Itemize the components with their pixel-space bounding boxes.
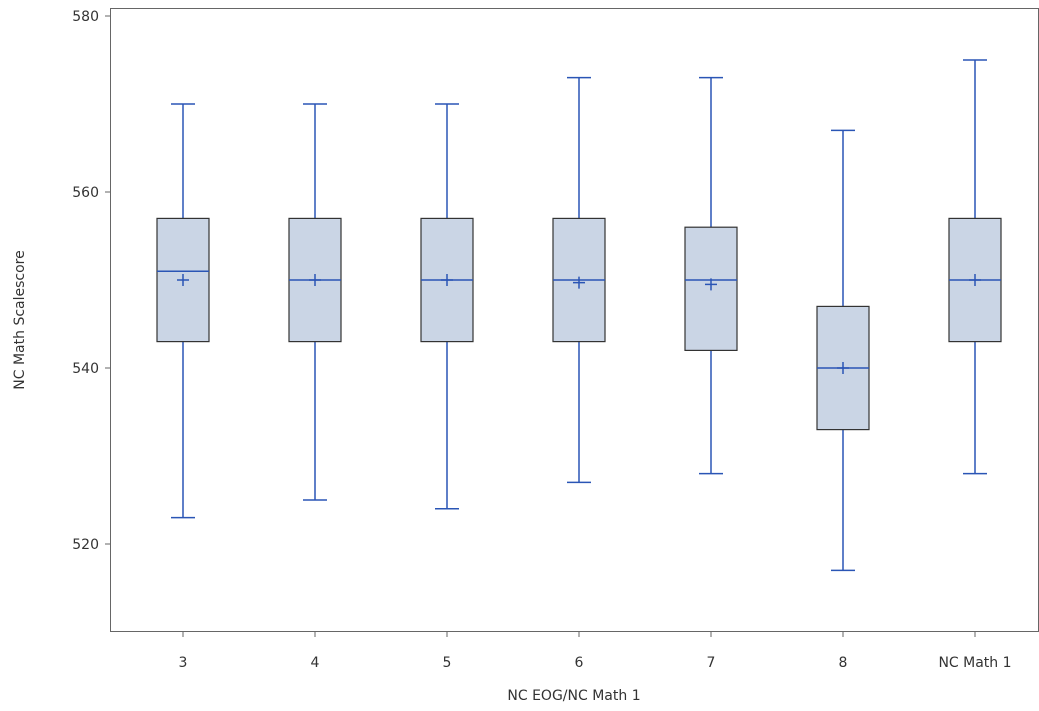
y-axis-title: NC Math Scalescore	[12, 250, 28, 389]
box-group	[684, 76, 738, 475]
x-tick-label: 6	[575, 655, 584, 671]
x-axis: 3 4 5 6 7 8 NC Math 1	[179, 631, 1012, 671]
box-group	[948, 59, 1002, 475]
x-tick-label: NC Math 1	[938, 655, 1011, 671]
x-tick-label: 4	[311, 655, 320, 671]
x-tick-label: 5	[443, 655, 452, 671]
box-group	[288, 103, 342, 501]
y-tick-label: 520	[72, 537, 99, 553]
box-group	[420, 103, 474, 510]
x-axis-title: NC EOG/NC Math 1	[507, 688, 640, 704]
box-series	[156, 59, 1002, 572]
box-group	[816, 129, 870, 572]
y-tick-label: 560	[72, 185, 99, 201]
y-tick-label: 580	[72, 9, 99, 25]
box-group	[156, 103, 210, 519]
y-axis: 520 540 560 580	[72, 9, 111, 553]
y-tick-label: 540	[72, 361, 99, 377]
x-tick-label: 3	[179, 655, 188, 671]
box-group	[552, 76, 606, 484]
x-tick-label: 8	[839, 655, 848, 671]
x-tick-label: 7	[707, 655, 716, 671]
